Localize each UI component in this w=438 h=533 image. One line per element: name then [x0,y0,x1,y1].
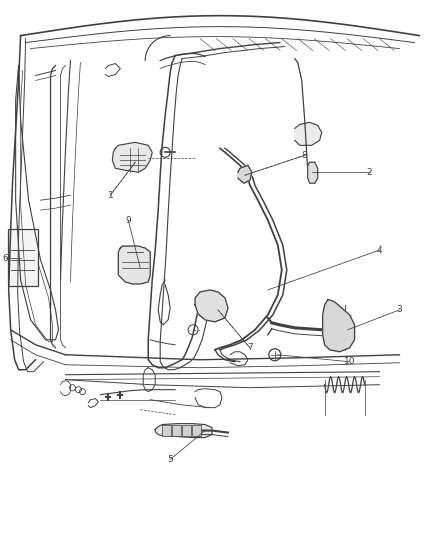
Polygon shape [155,424,212,438]
FancyBboxPatch shape [182,425,191,436]
Polygon shape [112,142,152,172]
Polygon shape [323,300,355,352]
Polygon shape [118,246,150,284]
Text: 2: 2 [367,168,372,177]
FancyBboxPatch shape [8,229,38,286]
FancyBboxPatch shape [172,425,180,436]
Text: 8: 8 [302,151,307,160]
Polygon shape [295,123,321,146]
Text: 7: 7 [247,343,253,352]
Text: 1: 1 [107,191,113,200]
Text: 10: 10 [344,357,355,366]
Polygon shape [238,165,252,183]
Polygon shape [195,290,228,322]
FancyBboxPatch shape [191,425,201,436]
Text: 3: 3 [396,305,402,314]
FancyBboxPatch shape [162,425,171,436]
Text: 6: 6 [3,254,9,263]
Text: 4: 4 [377,246,382,255]
Text: 9: 9 [125,216,131,224]
Text: 5: 5 [167,455,173,464]
Polygon shape [308,162,318,183]
